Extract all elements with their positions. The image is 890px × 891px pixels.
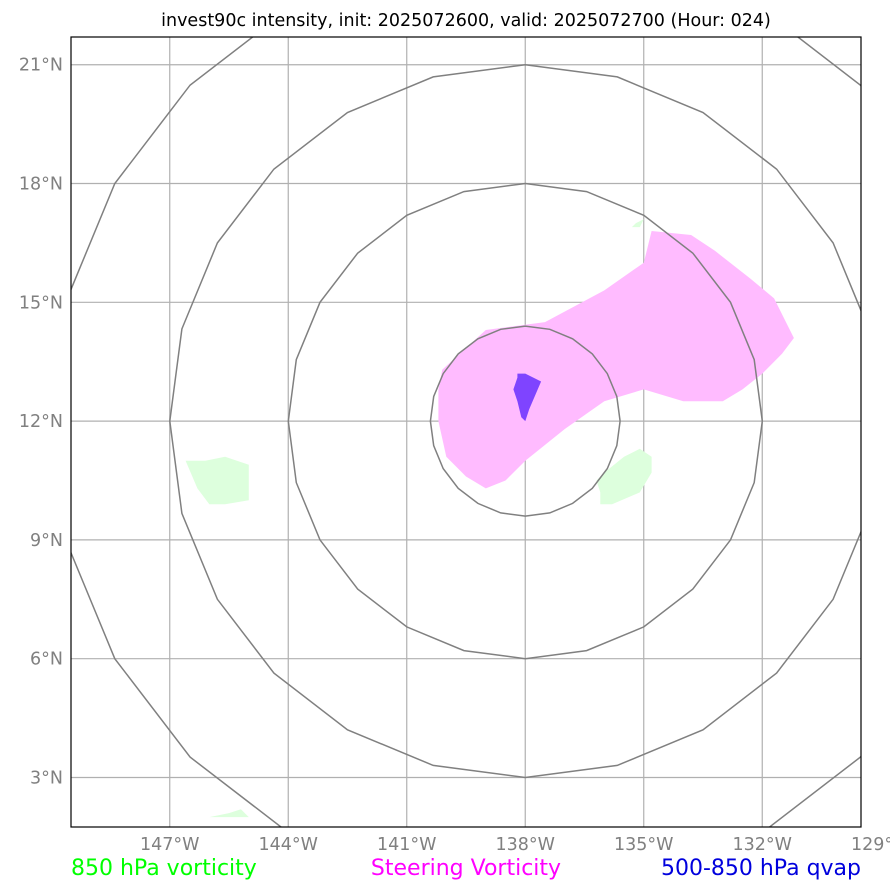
latitude-tick-label: 18°N xyxy=(19,175,63,195)
range-ring xyxy=(287,182,764,660)
longitude-tick-label: 147°W xyxy=(140,835,199,855)
latitude-tick-label: 3°N xyxy=(30,769,63,789)
legend-850-vorticity: 850 hPa vorticity xyxy=(71,856,257,881)
latitude-tick-label: 12°N xyxy=(19,412,63,432)
longitude-tick-label: 132°W xyxy=(733,835,792,855)
vorticity-fields xyxy=(185,219,794,818)
range-rings xyxy=(71,37,861,827)
map-frame xyxy=(70,36,862,828)
map-title: invest90c intensity, init: 2025072600, v… xyxy=(161,11,771,31)
longitude-tick-label: 135°W xyxy=(614,835,673,855)
longitude-tick-label: 138°W xyxy=(496,835,555,855)
vorticity-850-area xyxy=(185,456,249,505)
vorticity-850-area xyxy=(596,448,652,505)
steering-vorticity-area xyxy=(438,231,794,489)
latitude-tick-label: 6°N xyxy=(30,650,63,670)
latitude-tick-label: 15°N xyxy=(19,293,63,313)
longitude-tick-label: 129°W xyxy=(851,835,890,855)
latitude-tick-labels: 21°N 18°N 15°N 12°N 9°N 6°N 3°N xyxy=(19,56,63,789)
latitude-tick-label: 9°N xyxy=(30,531,63,551)
longitude-tick-label: 144°W xyxy=(259,835,318,855)
legend-steering-vorticity: Steering Vorticity xyxy=(371,856,561,881)
legend-qvap: 500-850 hPa qvap xyxy=(661,856,861,881)
qvap-area xyxy=(513,373,542,422)
longitude-tick-label: 141°W xyxy=(377,835,436,855)
range-ring xyxy=(169,63,861,779)
latitude-tick-label: 21°N xyxy=(19,56,63,76)
longitude-tick-labels: 147°W 144°W 141°W 138°W 135°W 132°W 129°W xyxy=(140,835,890,855)
vorticity-850-area xyxy=(209,809,249,818)
range-ring xyxy=(429,325,621,517)
vorticity-850-area xyxy=(631,219,644,228)
